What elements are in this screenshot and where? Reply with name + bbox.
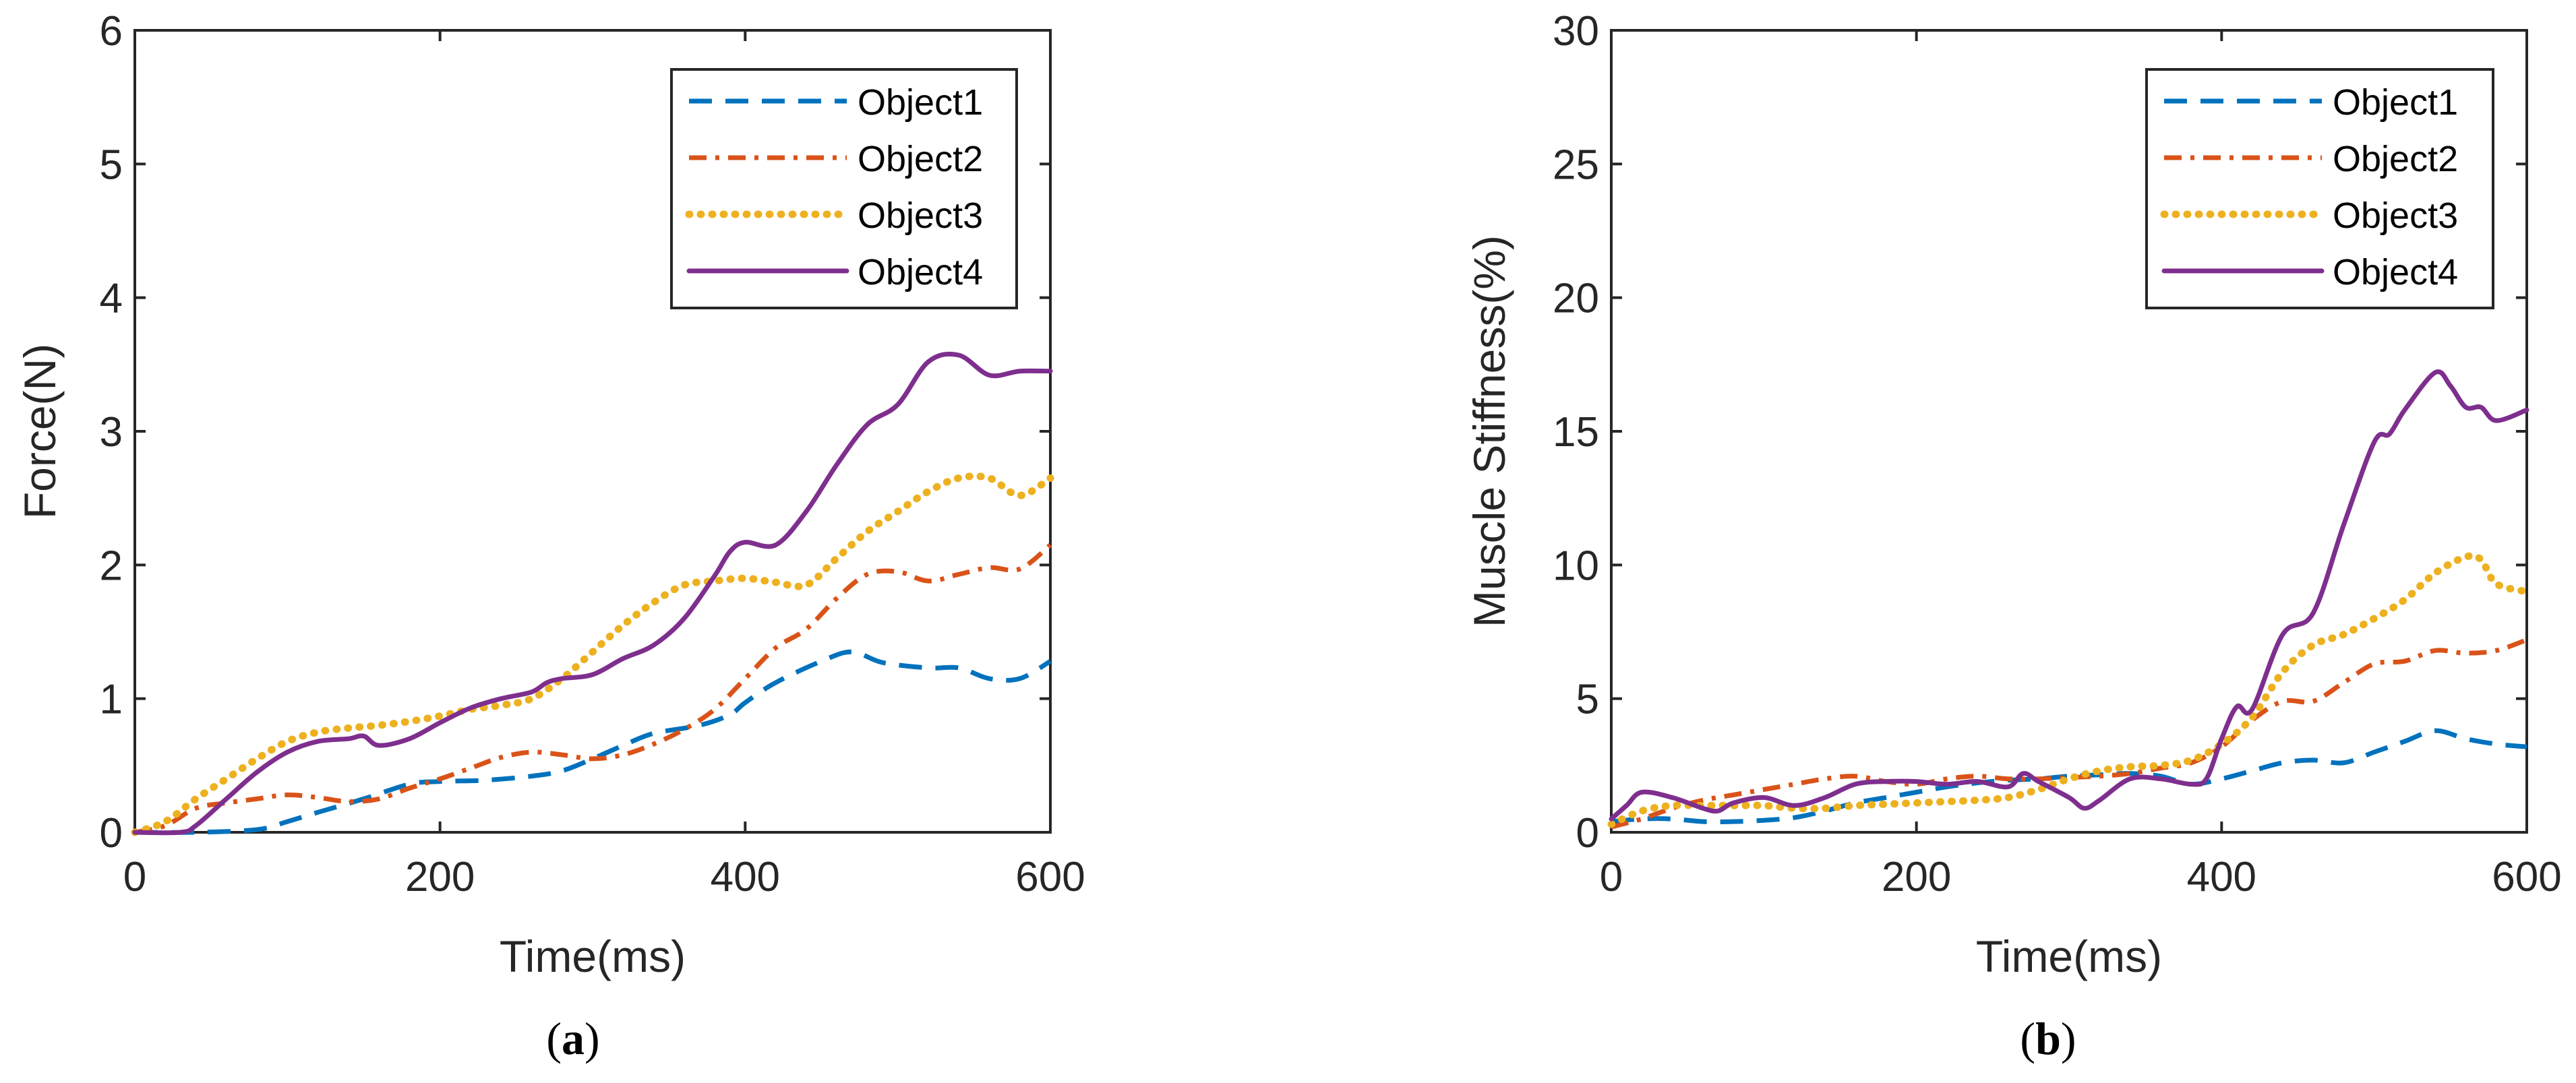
y-tick-label: 5 [1576, 677, 1599, 723]
legend-label-object2: Object2 [2333, 139, 2458, 179]
y-tick-label: 1 [100, 677, 123, 723]
panel-a: 0 200 400 600 0 1 2 3 4 5 6 Time(ms) Force(N) Obje… [15, 8, 1085, 1064]
legend-label-object1: Object1 [2333, 82, 2458, 123]
y-tick-label: 6 [100, 8, 123, 55]
legend-box-b [2145, 68, 2494, 309]
y-tick-label: 3 [100, 409, 123, 456]
y-tick-label: 0 [100, 810, 123, 857]
series-line-object3 [1607, 551, 2531, 828]
y-tick-label: 25 [1553, 142, 1599, 188]
legend-box-a [670, 68, 1018, 309]
legend-label-object4: Object4 [858, 252, 983, 292]
series-line-object1 [134, 649, 1052, 835]
x-axis-label-b: Time(ms) [1976, 931, 2162, 981]
x-tick-label: 200 [1882, 854, 1951, 900]
y-tick-label: 2 [100, 543, 123, 589]
x-tick-label: 600 [1015, 854, 1085, 900]
y-tick-label: 15 [1553, 409, 1599, 456]
legend-label-object1: Object1 [858, 82, 983, 123]
series-line-object1 [1611, 728, 2527, 825]
series-line-object4 [132, 351, 1053, 836]
x-tick-label: 0 [1600, 854, 1623, 900]
x-axis-label-a: Time(ms) [500, 931, 686, 981]
series-group-a [131, 351, 1054, 836]
axis-ticks-b: 0 200 400 600 0 5 10 15 20 25 30 [1553, 8, 2562, 900]
y-axis-label-b: Muscle Stiffness(%) [1464, 235, 1514, 627]
y-tick-label: 10 [1553, 543, 1599, 589]
axis-ticks-a: 0 200 400 600 0 1 2 3 4 5 6 [100, 8, 1085, 900]
x-tick-label: 600 [2492, 854, 2561, 900]
legend-label-object3: Object3 [2333, 195, 2458, 236]
legend-label-object3: Object3 [858, 195, 983, 236]
y-tick-label: 30 [1553, 8, 1599, 55]
series-line-object2 [134, 543, 1052, 835]
series-line-object3 [131, 472, 1054, 836]
y-tick-label: 0 [1576, 810, 1599, 857]
panel-caption-letter-b: b [2035, 1013, 2061, 1064]
y-tick-label: 5 [100, 142, 123, 188]
x-tick-label: 400 [711, 854, 780, 900]
series-line-object4 [1609, 369, 2529, 822]
legend-label-object2: Object2 [858, 139, 983, 179]
panel-caption-letter-a: a [562, 1013, 585, 1064]
x-tick-label: 0 [123, 854, 146, 900]
y-axis-label-a: Force(N) [15, 344, 65, 519]
x-tick-label: 200 [405, 854, 475, 900]
legend-label-object4: Object4 [2333, 252, 2458, 292]
y-tick-label: 20 [1553, 276, 1599, 322]
y-tick-label: 4 [100, 276, 123, 322]
x-tick-label: 400 [2187, 854, 2256, 900]
panel-caption-b: (b) [2020, 1013, 2076, 1064]
series-group-b [1607, 369, 2531, 830]
series-line-object2 [1611, 638, 2528, 830]
panel-caption-a: (a) [546, 1013, 599, 1064]
legend-b: Object1 Object2 Object3 Object4 [2145, 68, 2494, 309]
panel-b: 0 200 400 600 0 5 10 15 20 25 30 Time(ms) Muscle S… [1464, 8, 2562, 1064]
legend-a: Object1 Object2 Object3 Object4 [670, 68, 1018, 309]
